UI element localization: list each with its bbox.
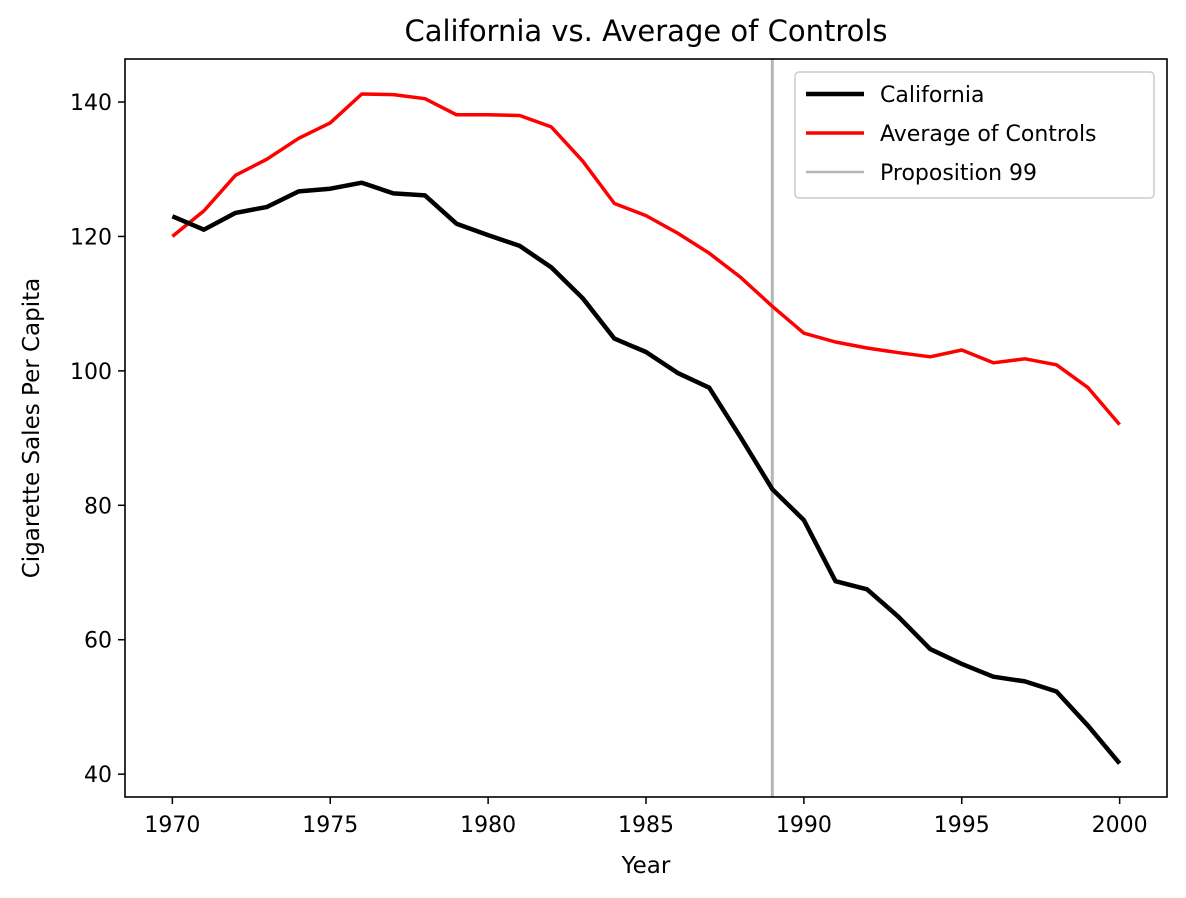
- series-line-average-of-controls: [171, 92, 1121, 426]
- legend-label-proposition-99: Proposition 99: [880, 161, 1037, 186]
- y-tick-label: 120: [70, 225, 112, 250]
- y-tick-label: 140: [70, 91, 112, 116]
- y-axis: 40 60 80 100 120 140: [70, 91, 125, 788]
- x-tick-label: 1995: [934, 813, 990, 838]
- legend-label-california: California: [880, 83, 984, 108]
- series-line-california: [171, 180, 1122, 765]
- chart-title: California vs. Average of Controls: [404, 14, 887, 48]
- y-axis-label: Cigarette Sales Per Capita: [19, 278, 45, 579]
- legend: California Average of Controls Propositi…: [794, 71, 1155, 199]
- x-tick-label: 1990: [776, 813, 832, 838]
- x-tick-label: 1975: [302, 813, 358, 838]
- y-tick-label: 100: [70, 360, 112, 385]
- legend-label-average-of-controls: Average of Controls: [880, 122, 1097, 147]
- x-axis: 1970 1975 1980 1985 1990 1995 2000: [144, 797, 1148, 838]
- x-tick-label: 1980: [460, 813, 516, 838]
- x-tick-label: 2000: [1092, 813, 1148, 838]
- x-tick-label: 1985: [618, 813, 674, 838]
- y-tick-label: 40: [84, 763, 112, 788]
- legend-frame: [794, 71, 1155, 199]
- x-axis-label: Year: [621, 853, 671, 879]
- y-tick-label: 80: [84, 494, 112, 519]
- plot-area: [171, 59, 1122, 797]
- x-tick-label: 1970: [144, 813, 200, 838]
- y-tick-label: 60: [84, 629, 112, 654]
